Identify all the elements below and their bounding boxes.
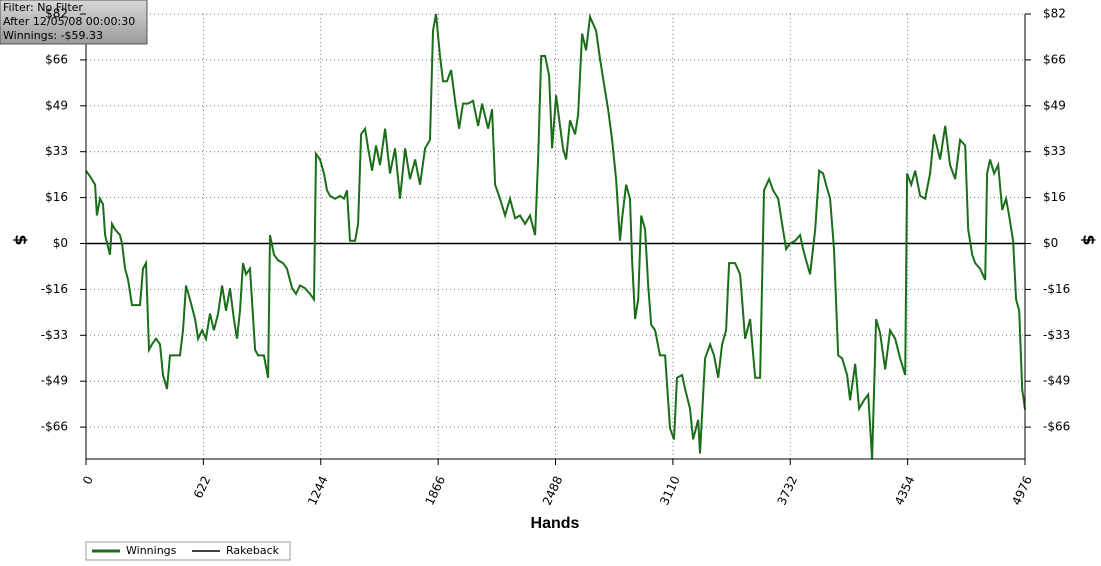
- x-tick-label: 1244: [305, 474, 331, 508]
- plot-area: [86, 14, 1025, 459]
- y2-tick-label: -$16: [1043, 282, 1070, 296]
- x-tick-label: 4976: [1009, 474, 1035, 508]
- y2-tick-label: -$49: [1043, 374, 1070, 388]
- x-tick-label: 622: [191, 474, 213, 501]
- y2-tick-label: $82: [1043, 7, 1066, 21]
- y-tick-label: $33: [45, 144, 68, 158]
- y2-tick-label: -$66: [1043, 420, 1070, 434]
- y-axis-title: $: [12, 234, 31, 245]
- y-tick-label: $49: [45, 98, 68, 112]
- series-line: [85, 12, 1026, 460]
- y2-axis-title: $: [1080, 234, 1099, 245]
- x-axis-title: Hands: [531, 515, 580, 532]
- filter-text: Winnings: -$59.33: [3, 29, 103, 42]
- legend-label: Rakeback: [226, 544, 280, 557]
- y-tick-label: $66: [45, 52, 68, 66]
- x-tick-label: 3110: [657, 474, 683, 508]
- x-tick-label: 3732: [775, 474, 801, 508]
- y2-tick-label: $0: [1043, 236, 1058, 250]
- y-tick-label: $82: [45, 7, 68, 21]
- x-tick-label: 0: [80, 474, 96, 487]
- legend-label: Winnings: [126, 544, 177, 557]
- x-tick-label: 2488: [540, 474, 566, 508]
- y2-tick-label: $66: [1043, 52, 1066, 66]
- x-tick-label: 4354: [892, 474, 918, 508]
- y-tick-label: $16: [45, 190, 68, 204]
- filter-text: After 12/05/08 00:00:30: [3, 15, 135, 28]
- filter-box: [0, 0, 148, 45]
- filter-text: Filter: No Filter: [3, 1, 83, 14]
- y-tick-label: -$33: [41, 328, 68, 342]
- y-tick-label: $0: [53, 236, 68, 250]
- y2-tick-label: -$33: [1043, 328, 1070, 342]
- y-tick-label: -$66: [41, 420, 68, 434]
- y2-tick-label: $49: [1043, 98, 1066, 112]
- y-tick-label: -$16: [41, 282, 68, 296]
- y-tick-label: -$49: [41, 374, 68, 388]
- y2-tick-label: $16: [1043, 190, 1066, 204]
- legend: [85, 541, 291, 561]
- y2-tick-label: $33: [1043, 144, 1066, 158]
- x-tick-label: 1866: [422, 474, 448, 508]
